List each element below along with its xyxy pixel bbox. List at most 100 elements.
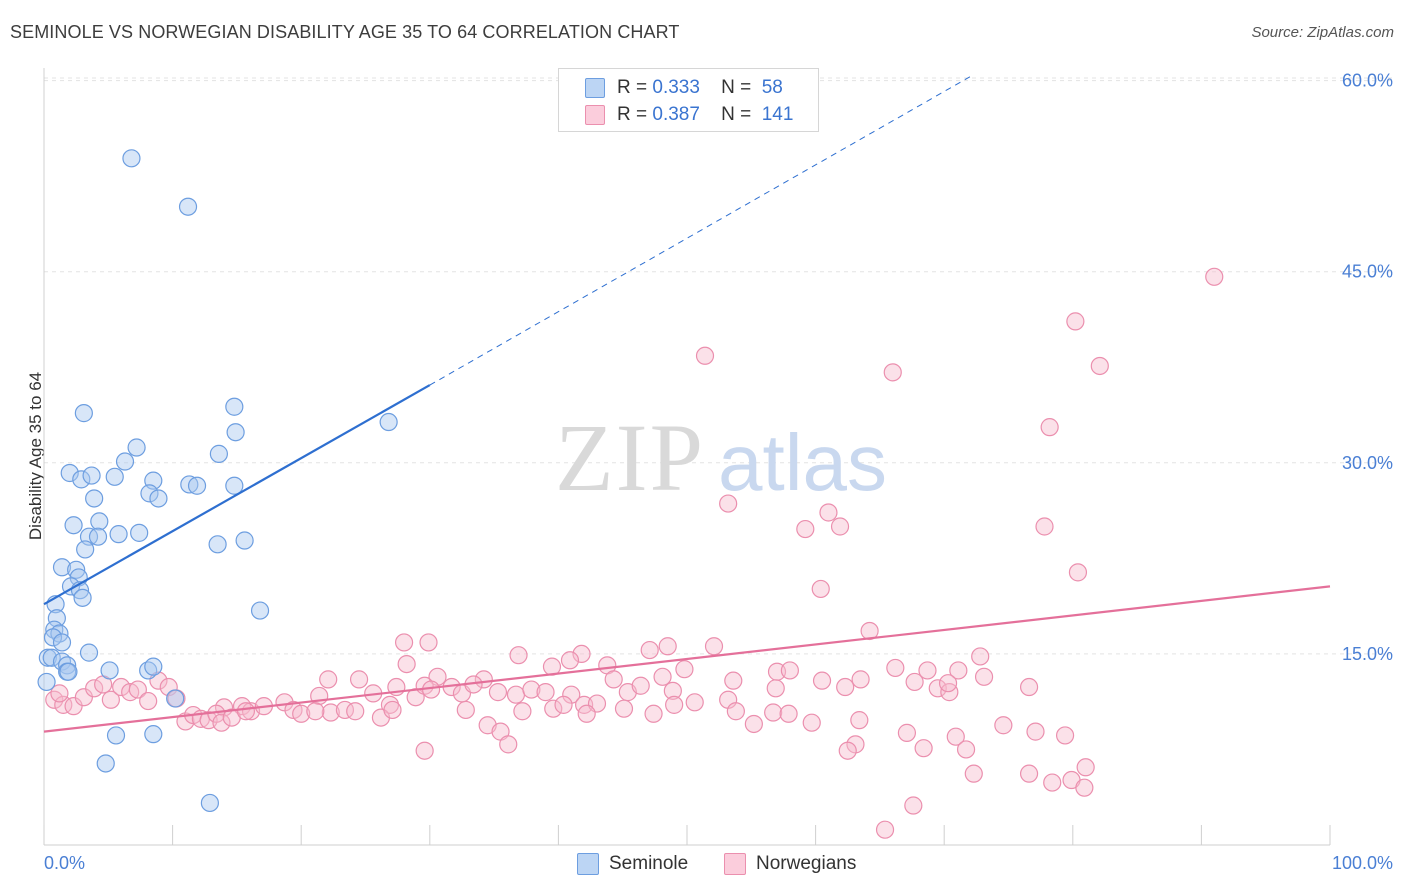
norwegians-point	[726, 702, 745, 721]
trend-lines	[43, 76, 1331, 733]
y-tick-labels: 15.0% 30.0% 45.0% 60.0% 0.0% 100.0%	[44, 71, 1393, 873]
seminole-point	[130, 523, 149, 542]
seminole-point	[127, 438, 146, 457]
watermark-atlas: atlas	[718, 418, 887, 507]
norwegians-point	[875, 820, 895, 839]
seminole-point	[74, 404, 93, 423]
norwegians-point	[764, 703, 783, 722]
seminole-point	[96, 754, 115, 773]
norwegians-point	[796, 519, 815, 539]
norwegians-point	[1019, 677, 1039, 697]
norwegians-point	[544, 699, 563, 718]
legend-r-value-seminole: 0.333	[652, 77, 700, 98]
norwegians-point	[1035, 517, 1054, 536]
norwegians-point	[560, 651, 580, 670]
norwegians-point	[509, 646, 528, 665]
norwegians-point	[653, 667, 672, 686]
source-credit: Source: ZipAtlas.com	[1251, 24, 1394, 41]
seminole-point	[47, 609, 66, 628]
norwegians-point	[85, 679, 104, 698]
norwegians-point	[292, 704, 311, 723]
seminole-point	[144, 657, 163, 676]
norwegians-point	[971, 647, 990, 666]
norwegians-point	[665, 695, 684, 714]
norwegians-point	[780, 661, 799, 680]
norwegians-point	[456, 700, 475, 720]
seminole-point	[178, 197, 198, 216]
seminole-trend-line	[43, 384, 431, 606]
seminole-point	[43, 628, 63, 647]
seminole-point	[100, 661, 119, 680]
norwegians-point	[1090, 356, 1109, 376]
norwegians-point	[812, 671, 832, 690]
norwegians-point	[851, 670, 870, 689]
y-tick-label: 15.0%	[1342, 644, 1393, 664]
legend-r-value-norwegians: 0.387	[652, 104, 700, 125]
seminole-point	[59, 662, 78, 681]
x-tick-label-end: 100.0%	[1332, 853, 1393, 873]
x-tick-label-start: 0.0%	[44, 853, 85, 873]
norwegians-point	[974, 667, 994, 686]
norwegians-point	[128, 680, 147, 699]
legend-swatch-norwegians	[585, 105, 605, 125]
correlation-legend: R = 0.333 N = 58 R = 0.387 N = 141	[558, 68, 819, 132]
gridlines	[44, 77, 1395, 655]
norwegians-point	[704, 637, 724, 656]
seminole-points	[37, 149, 398, 813]
norwegians-point	[101, 690, 120, 709]
seminole-point	[200, 793, 219, 813]
norwegians-point	[321, 703, 340, 722]
norwegians-point	[663, 681, 682, 700]
seminole-point	[79, 643, 99, 662]
seminole-point	[122, 149, 141, 168]
norwegians-point	[904, 796, 923, 815]
seminole-point	[226, 423, 245, 442]
norwegians-point	[644, 704, 663, 723]
norwegians-point	[883, 363, 902, 382]
norwegians-point	[802, 713, 821, 732]
norwegians-points	[45, 267, 1224, 839]
norwegians-point	[766, 679, 785, 698]
seminole-point	[105, 467, 124, 486]
watermark: ZIP atlas	[555, 404, 887, 511]
y-tick-label: 60.0%	[1342, 71, 1393, 91]
norwegians-point	[838, 741, 857, 760]
legend-text-norwegians: R = 0.387 N = 141	[617, 104, 793, 126]
norwegians-point	[577, 704, 596, 723]
seminole-point	[60, 463, 79, 483]
norwegians-point	[346, 702, 365, 721]
watermark-zip: ZIP	[555, 404, 705, 511]
norwegians-point	[695, 346, 715, 365]
legend-r-label: R =	[617, 77, 648, 98]
norwegians-point	[719, 494, 738, 513]
norwegians-point	[394, 633, 414, 652]
norwegians-point	[918, 661, 937, 680]
norwegians-trend-line	[43, 585, 1331, 733]
norwegians-point	[488, 683, 508, 702]
legend-swatch-seminole	[585, 78, 605, 98]
norwegians-point	[554, 695, 573, 714]
norwegians-point	[614, 699, 634, 718]
seminole-point	[82, 466, 101, 485]
seminole-point	[85, 489, 104, 508]
norwegians-point	[811, 579, 830, 599]
norwegians-point	[572, 644, 591, 664]
norwegians-point	[675, 660, 694, 679]
bottom-legend-swatch-norwegians	[724, 853, 746, 875]
seminole-point	[180, 475, 199, 494]
norwegians-point	[914, 739, 933, 758]
legend-r-label: R =	[617, 104, 648, 125]
seminole-point	[115, 452, 135, 471]
bottom-legend-label-norwegians: Norwegians	[756, 853, 857, 874]
norwegians-point	[306, 702, 325, 721]
norwegians-point	[1040, 418, 1059, 437]
seminole-point	[72, 470, 91, 489]
bottom-legend-label-seminole: Seminole	[609, 853, 689, 874]
seminole-point	[42, 648, 61, 667]
norwegians-point	[319, 670, 338, 689]
seminole-trend-extension	[429, 76, 971, 386]
norwegians-point	[658, 637, 677, 656]
seminole-point	[38, 648, 57, 667]
norwegians-point	[938, 674, 958, 693]
